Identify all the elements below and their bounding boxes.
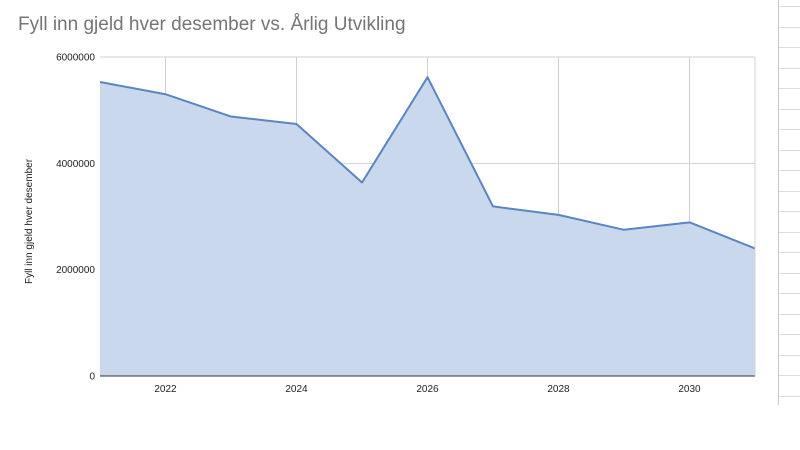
chart-title: Fyll inn gjeld hver desember vs. Årlig U…	[18, 14, 406, 35]
sheet-row-line	[779, 293, 800, 294]
y-tick-label: 6000000	[56, 53, 95, 64]
x-tick-label: 2024	[285, 384, 308, 395]
area-fill	[100, 77, 755, 376]
sheet-row-line	[779, 395, 800, 397]
sheet-row-line	[779, 375, 800, 376]
sheet-row-line	[779, 47, 800, 48]
x-tick-label: 2026	[416, 384, 439, 395]
y-tick-label: 4000000	[56, 159, 95, 170]
sheet-row-line	[779, 334, 800, 335]
sheet-row-line	[779, 354, 800, 356]
sheet-row-line	[779, 129, 800, 130]
y-tick-label: 2000000	[56, 265, 95, 276]
sheet-row-line	[779, 231, 800, 233]
sheet-row-line	[779, 252, 800, 253]
x-tick-label: 2028	[547, 384, 570, 395]
adjacent-sheet-edge	[778, 0, 800, 405]
area-layer	[99, 76, 756, 376]
sheet-row-line	[779, 149, 800, 151]
sheet-row-line	[779, 170, 800, 171]
sheet-row-line	[779, 6, 800, 7]
sheet-row-line	[779, 67, 800, 69]
axis-layer	[100, 57, 756, 377]
sheet-row-line	[779, 211, 800, 212]
x-tick-label: 2030	[678, 384, 701, 395]
sheet-row-line	[779, 190, 800, 192]
sheet-row-line	[779, 88, 800, 89]
x-tick-label: 2022	[154, 384, 177, 395]
sheet-row-line	[779, 272, 800, 274]
sheet-row-line	[779, 26, 800, 28]
y-tick-labels: 0 2000000 4000000 6000000	[56, 53, 95, 383]
sheet-row-line	[779, 108, 800, 110]
x-tick-labels: 2022 2024 2026 2028 2030	[154, 384, 701, 395]
sheet-row-line	[779, 313, 800, 315]
y-tick-label: 0	[89, 372, 95, 383]
y-axis-label: Fyll inn gjeld hver desember	[24, 158, 35, 284]
